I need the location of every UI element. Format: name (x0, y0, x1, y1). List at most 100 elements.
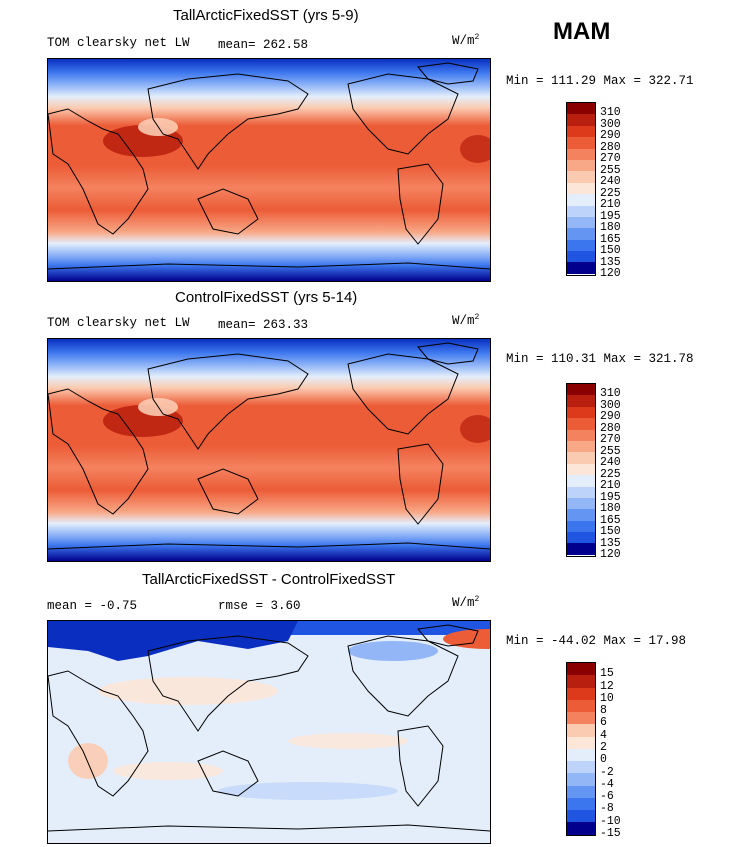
panel2-colorbar-swatch (567, 520, 595, 533)
panel2-mean-label: mean= 263.33 (218, 318, 309, 332)
panel1-field (48, 59, 490, 281)
colorbar-tick-label: -2 (600, 765, 614, 779)
panel1-colorbar-swatch (567, 262, 595, 274)
panel2-colorbar-swatch (567, 418, 595, 430)
panel2-colorbar-swatch (567, 440, 595, 453)
panel3-units: W/m2 (452, 595, 480, 611)
colorbar-tick-label: 225 (600, 186, 621, 200)
colorbar-tick-label: -4 (600, 777, 614, 791)
panel2-map-svg (48, 339, 490, 561)
colorbar-tick-label: 300 (600, 398, 621, 412)
panel3-patch (218, 782, 398, 800)
panel3-colorbar-swatch (567, 687, 595, 700)
panel3-colorbar (566, 662, 596, 836)
colorbar-tick-label: 120 (600, 548, 621, 561)
panel1-colorbar-swatch (567, 251, 595, 263)
panel2-field (48, 339, 490, 561)
panel3-colorbar-swatch (567, 822, 595, 835)
colorbar-tick-label: 280 (600, 421, 621, 435)
panel2-colorbar-swatch (567, 384, 595, 396)
colorbar-tick-label: 300 (600, 117, 621, 131)
colorbar-tick-label: 255 (600, 444, 621, 458)
panel2-colorbar (566, 383, 596, 557)
panel1-hotspot-sahara (460, 135, 490, 163)
panel3-map-svg (48, 621, 490, 843)
panel3-patch (68, 743, 108, 779)
panel2-colorbar-swatch (567, 475, 595, 487)
colorbar-tick-label: 6 (600, 716, 607, 730)
panel3-minmax: Min = -44.02 Max = 17.98 (506, 634, 687, 648)
panel1-colorbar-swatch (567, 171, 595, 183)
panel1-colorbar-swatch (567, 194, 595, 206)
colorbar-tick-label: 210 (600, 198, 621, 212)
colorbar-tick-label: 270 (600, 433, 621, 447)
panel1-colorbar-swatch (567, 239, 595, 252)
colorbar-tick-label: 10 (600, 691, 614, 705)
colorbar-tick-label: 0 (600, 753, 607, 767)
panel1-minmax: Min = 111.29 Max = 322.71 (506, 74, 694, 88)
colorbar-tick-label: 255 (600, 163, 621, 177)
panel1-map (47, 58, 491, 282)
colorbar-tick-label: 210 (600, 479, 621, 493)
panel3-mean-label: mean = -0.75 (47, 599, 138, 613)
panel1-colorbar-swatch (567, 159, 595, 172)
colorbar-tick-label: 165 (600, 232, 621, 246)
panel2-colorbar-swatch (567, 429, 595, 441)
panel1-mean-label: mean= 262.58 (218, 38, 309, 52)
panel3-colorbar-swatch (567, 724, 595, 737)
colorbar-tick-label: 290 (600, 129, 621, 143)
panel2-minmax: Min = 110.31 Max = 321.78 (506, 352, 694, 366)
panel3-colorbar-swatch (567, 797, 595, 811)
panel1-colorbar-swatch (567, 103, 595, 115)
panel3-rmse-label: rmse = 3.60 (218, 599, 301, 613)
panel1-colorbar-swatch (567, 137, 595, 149)
panel2-colorbar-swatch (567, 543, 595, 555)
panel1-colorbar-swatch (567, 216, 595, 229)
panel2-colorbar-swatch (567, 406, 595, 419)
panel3-colorbar-swatch (567, 736, 595, 749)
panel3-patch (288, 733, 408, 749)
panel1-colorbar-swatch (567, 148, 595, 160)
panel3-coastlines (48, 624, 490, 832)
panel2-map (47, 338, 491, 562)
panel1-map-svg (48, 59, 490, 281)
panel3-cool-anomaly (348, 641, 438, 661)
panel3-warm-anomaly (443, 629, 490, 649)
colorbar-tick-label: 15 (600, 667, 614, 681)
panel3-colorbar-swatch (567, 773, 595, 786)
colorbar-tick-label: 12 (600, 679, 614, 693)
panel2-hotspot-sahara (460, 415, 490, 443)
panel3-colorbar-swatch (567, 761, 595, 774)
colorbar-tick-label: 150 (600, 244, 621, 258)
panel3-colorbar-swatch (567, 699, 595, 713)
panel3-arctic-cold (48, 621, 298, 661)
panel2-title: ControlFixedSST (yrs 5-14) (175, 289, 358, 306)
panel3-patch (113, 762, 223, 780)
panel2-colorbar-swatch (567, 486, 595, 498)
colorbar-tick-label: 120 (600, 267, 621, 280)
panel3-colorbar-swatch (567, 675, 595, 688)
panel1-field-label: TOM clearsky net LW (47, 36, 190, 50)
colorbar-tick-label: 310 (600, 387, 621, 401)
panel1-title: TallArcticFixedSST (yrs 5-9) (173, 7, 359, 24)
panel2-colorbar-swatch (567, 532, 595, 544)
colorbar-tick-label: 195 (600, 490, 621, 504)
colorbar-tick-label: 280 (600, 140, 621, 154)
panel3-patch (98, 677, 278, 705)
colorbar-tick-label: 290 (600, 410, 621, 424)
panel2-colorbar-swatch (567, 497, 595, 510)
colorbar-tick-label: 4 (600, 728, 607, 742)
colorbar-tick-label: -6 (600, 790, 614, 804)
panel2-field-label: TOM clearsky net LW (47, 316, 190, 330)
colorbar-tick-label: 270 (600, 152, 621, 166)
panel3-colorbar-swatch (567, 748, 595, 762)
colorbar-tick-label: 180 (600, 221, 621, 235)
colorbar-tick-label: 195 (600, 209, 621, 223)
panel3-colorbar-swatch (567, 785, 595, 798)
panel3-map (47, 620, 491, 844)
colorbar-tick-label: 135 (600, 536, 621, 550)
panel1-colorbar-swatch (567, 114, 595, 126)
colorbar-tick-label: 310 (600, 106, 621, 120)
panel2-colorbar-swatch (567, 395, 595, 407)
colorbar-tick-label: 225 (600, 467, 621, 481)
